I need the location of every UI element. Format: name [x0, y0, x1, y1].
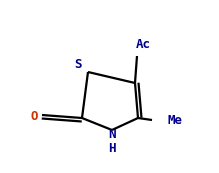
Text: O: O	[30, 111, 38, 124]
Text: Ac: Ac	[136, 38, 150, 51]
Text: N: N	[108, 129, 116, 142]
Text: Me: Me	[168, 115, 182, 128]
Text: S: S	[74, 58, 82, 71]
Text: H: H	[108, 142, 116, 154]
